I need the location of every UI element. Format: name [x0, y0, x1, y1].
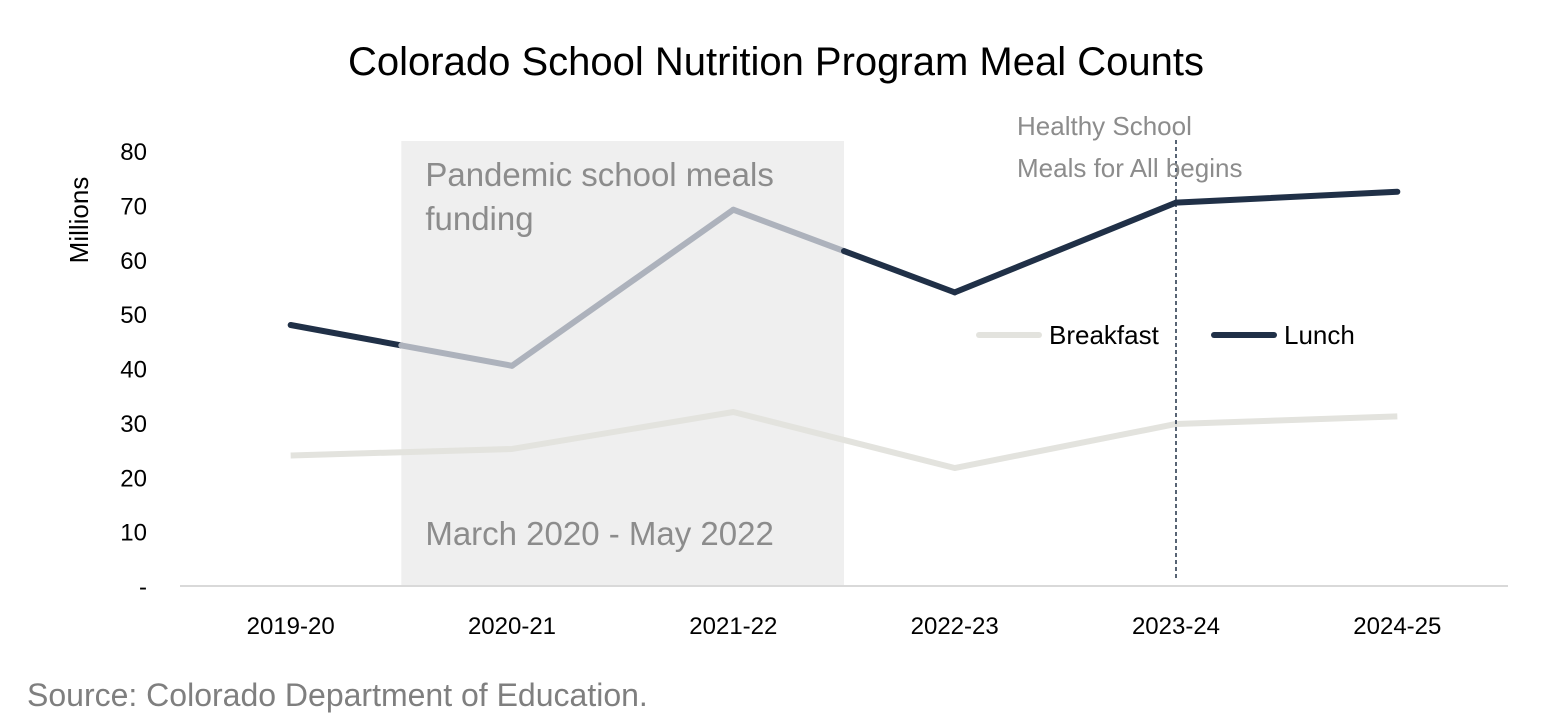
y-tick-label: 40 [120, 357, 147, 384]
shaded-region [401, 141, 844, 586]
shaded-region-layer: Pandemic school meals funding March 2020 -… [401, 141, 844, 586]
x-tick-label: 2022-23 [911, 613, 999, 640]
series-layer [287, 188, 1401, 472]
y-tick-label: 10 [120, 520, 147, 547]
series-segment-lunch [287, 322, 405, 349]
shaded-region-label: Pandemic school meals [425, 156, 774, 193]
x-tick-label: 2024-25 [1353, 613, 1441, 640]
source-note: Source: Colorado Department of Education… [27, 677, 648, 713]
series-segment-lunch [730, 206, 847, 255]
y-tick-label: 20 [120, 465, 147, 492]
x-tick-label: 2019-20 [247, 613, 335, 640]
y-axis-label: Millions [64, 177, 94, 264]
y-tick-label: 70 [120, 193, 147, 220]
series-segment-lunch [398, 342, 515, 369]
shaded-region-sublabel: March 2020 - May 2022 [425, 515, 774, 552]
y-axis-ticks: - 10 20 30 40 50 60 70 80 [120, 139, 147, 601]
y-tick-label: 50 [120, 302, 147, 329]
x-axis-ticks: 2019-20 2020-21 2021-22 2022-23 2023-24 2024-… [247, 613, 1442, 640]
legend-label: Breakfast [1049, 320, 1160, 350]
event-marker-layer: Healthy School Meals for All begins [1017, 111, 1242, 581]
chart-title: Colorado School Nutrition Program Meal C… [348, 40, 1204, 84]
y-tick-label: 80 [120, 139, 147, 166]
y-tick-label: 30 [120, 411, 147, 438]
series-segment-lunch [951, 199, 1179, 296]
event-marker-label: Meals for All begins [1017, 153, 1242, 183]
legend: Breakfast Lunch [976, 320, 1355, 350]
y-tick-label: 60 [120, 248, 147, 275]
x-tick-label: 2021-22 [689, 613, 777, 640]
x-tick-label: 2023-24 [1132, 613, 1220, 640]
legend-label: Lunch [1284, 320, 1355, 350]
series-line-breakfast [290, 409, 1398, 472]
y-tick-label: - [139, 574, 147, 601]
shaded-region-label: funding [425, 200, 533, 237]
series-segment-lunch [841, 248, 958, 296]
series-segment-lunch [509, 206, 737, 369]
event-marker-label: Healthy School [1017, 111, 1192, 141]
x-tick-label: 2020-21 [468, 613, 556, 640]
series-segment-lunch [1173, 188, 1401, 206]
